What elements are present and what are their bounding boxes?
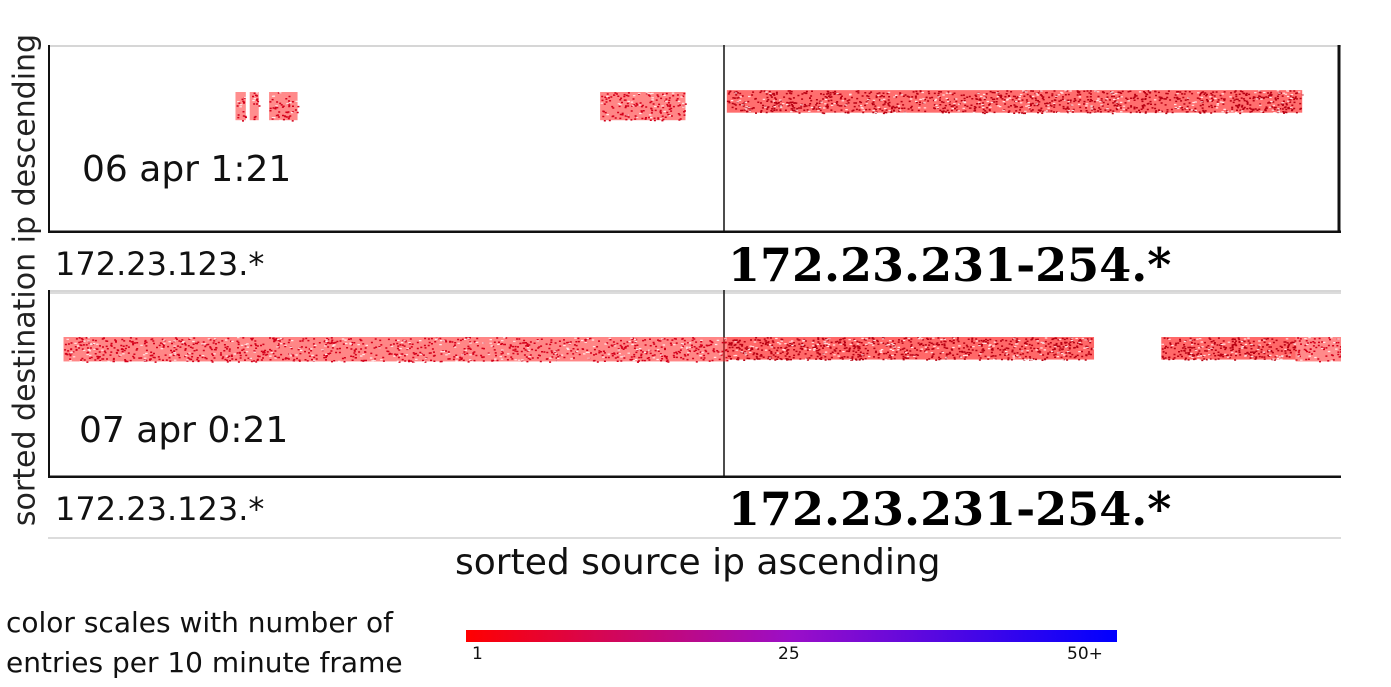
color-scale-title-line-1: color scales with number of <box>6 606 393 639</box>
band-fill <box>249 92 259 121</box>
heatmap-panel-1-svg <box>48 45 1341 233</box>
heatmap-panel-1: 06 apr 1:21 <box>48 45 1341 233</box>
heatmap-band-1 <box>235 92 247 122</box>
x-axis-label: sorted source ip ascending <box>455 542 941 583</box>
band-gaps <box>1161 337 1297 361</box>
x-segment-label-right: 172.23.231-254.* <box>728 482 1172 536</box>
heatmap-panel-2: 07 apr 0:21 <box>48 290 1341 478</box>
band-speckle <box>269 92 300 122</box>
panel-timestamp: 07 apr 0:21 <box>79 410 289 451</box>
heatmap-band-3 <box>269 92 300 122</box>
band-fill <box>1161 337 1296 360</box>
x-segment-label-left: 172.23.123.* <box>55 245 265 283</box>
x-segment-label-right: 172.23.231-254.* <box>728 238 1172 292</box>
y-axis-label: sorted destination ip descending <box>7 20 43 540</box>
heatmap-band-4 <box>600 92 687 122</box>
color-scale-title-line-2: entries per 10 minute frame <box>6 646 403 679</box>
band-gaps <box>271 92 298 121</box>
color-scale-tick-min: 1 <box>472 644 483 664</box>
band-speckle <box>64 337 729 363</box>
band-speckle <box>726 337 1093 361</box>
heatmap-band-3 <box>1161 337 1298 362</box>
x-segment-label-left: 172.23.123.* <box>55 490 265 528</box>
separator-line <box>48 537 1341 539</box>
color-scale-tick-mid: 25 <box>778 644 800 664</box>
band-gaps <box>733 337 1095 361</box>
color-scale-tick-max: 50+ <box>1067 644 1103 664</box>
heatmap-bands <box>63 337 1341 363</box>
band-speckle <box>1161 337 1298 362</box>
heatmap-panel-2-svg <box>48 290 1341 478</box>
heatmap-band-2 <box>726 337 1095 361</box>
panel-timestamp: 06 apr 1:21 <box>82 149 292 190</box>
heatmap-band-1 <box>63 337 729 363</box>
heatmap-band-5 <box>726 90 1305 115</box>
heatmap-band-4 <box>1295 337 1341 363</box>
band-speckle <box>1297 337 1341 363</box>
heatmap-band-2 <box>249 92 261 121</box>
band-speckle <box>601 92 687 122</box>
band-fill <box>1295 337 1341 362</box>
band-fill <box>235 92 246 121</box>
band-speckle <box>236 97 247 122</box>
heatmap-bands <box>235 90 1305 122</box>
color-scale-title: color scales with number of entries per … <box>6 603 403 683</box>
y-axis-label-text: sorted destination ip descending <box>7 33 43 527</box>
band-speckle <box>252 92 261 121</box>
color-scale-bar <box>466 630 1117 642</box>
band-gaps <box>252 92 259 102</box>
separator-line <box>48 292 1341 294</box>
band-gaps <box>237 96 247 108</box>
